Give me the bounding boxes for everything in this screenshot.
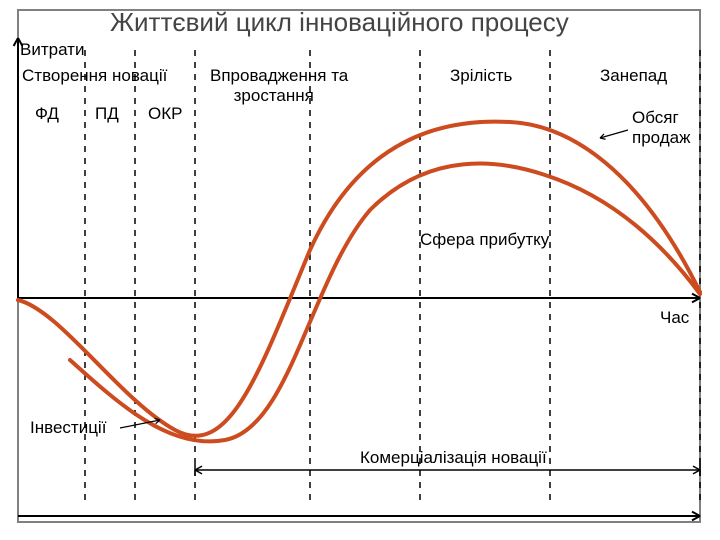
outer-frame	[18, 10, 700, 522]
sales-arrow	[600, 130, 628, 138]
label-sales_volume: Обсяг продаж	[632, 108, 691, 147]
lifecycle-diagram: Життєвий цикл інноваційного процесу Витра…	[0, 0, 720, 540]
label-commercial: Комерціалізація новації	[360, 448, 547, 468]
label-profit_area: Сфера прибутку	[420, 230, 549, 250]
label-pd: ПД	[95, 104, 119, 124]
sales-curve	[18, 122, 700, 436]
label-time: Час	[660, 308, 689, 328]
label-creation: Створення новації	[22, 66, 167, 86]
label-maturity: Зрілість	[450, 66, 512, 86]
label-fd: ФД	[35, 104, 59, 124]
label-okr: ОКР	[148, 104, 182, 124]
chart-title: Життєвий цикл інноваційного процесу	[110, 8, 569, 38]
profit-curve	[70, 164, 700, 442]
label-investments: Інвестиції	[30, 418, 106, 438]
label-implementation: Впровадження та зростання	[210, 66, 348, 105]
label-y_label: Витрати	[20, 40, 84, 60]
label-decline: Занепад	[600, 66, 667, 86]
